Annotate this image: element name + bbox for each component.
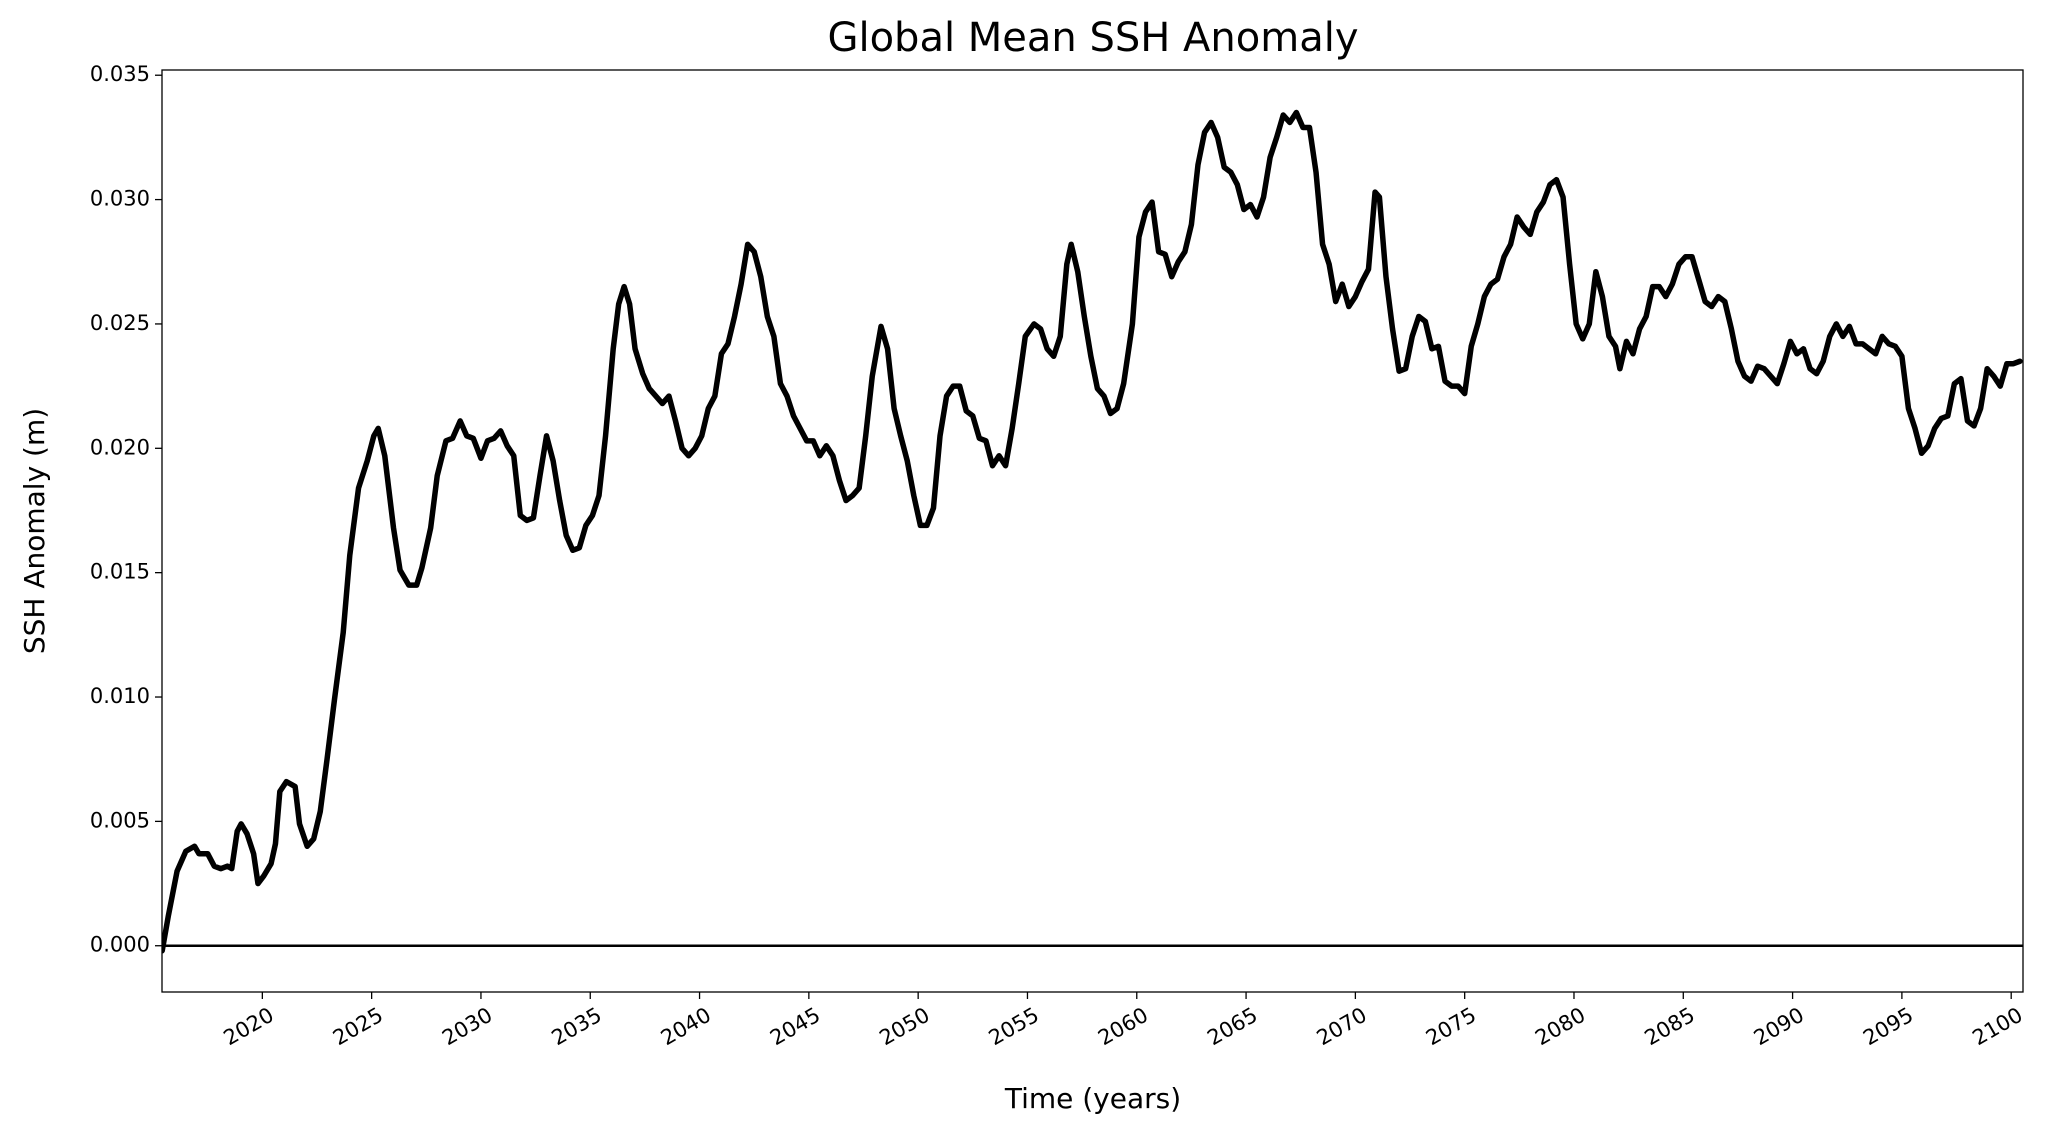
y-tick-label: 0.025: [90, 311, 150, 335]
x-tick-label: 2030: [438, 1003, 496, 1051]
x-tick-label: 2025: [329, 1003, 387, 1051]
x-tick-label: 2065: [1203, 1003, 1261, 1051]
y-tick-label: 0.010: [90, 684, 150, 708]
y-tick-label: 0.020: [90, 435, 150, 459]
x-tick-label: 2020: [220, 1003, 278, 1051]
y-tick-label: 0.030: [90, 187, 150, 211]
x-tick-label: 2080: [1531, 1003, 1589, 1051]
plot-area: [162, 109, 2023, 954]
y-tick-label: 0.035: [90, 62, 150, 86]
x-tick-label: 2070: [1313, 1003, 1371, 1051]
x-tick-label: 2100: [1968, 1003, 2026, 1051]
x-tick-label: 2055: [985, 1003, 1043, 1051]
x-tick-label: 2085: [1640, 1003, 1698, 1051]
x-axis-label: Time (years): [1004, 1082, 1181, 1115]
x-tick-label: 2040: [657, 1003, 715, 1051]
axes-frame: [161, 69, 2024, 993]
x-tick-label: 2035: [547, 1003, 605, 1051]
chart-title: Global Mean SSH Anomaly: [827, 15, 1358, 61]
x-tick-label: 2090: [1750, 1003, 1808, 1051]
data-line: [162, 109, 2023, 954]
x-tick-label: 2095: [1859, 1003, 1917, 1051]
y-tick-label: 0.005: [90, 808, 150, 832]
y-tick-label: 0.000: [90, 933, 150, 957]
x-tick-label: 2075: [1422, 1003, 1480, 1051]
x-tick-label: 2045: [766, 1003, 824, 1051]
x-tick-label: 2060: [1094, 1003, 1152, 1051]
y-tick-label: 0.015: [90, 560, 150, 584]
x-tick-label: 2050: [875, 1003, 933, 1051]
y-axis-label: SSH Anomaly (m): [18, 408, 51, 654]
